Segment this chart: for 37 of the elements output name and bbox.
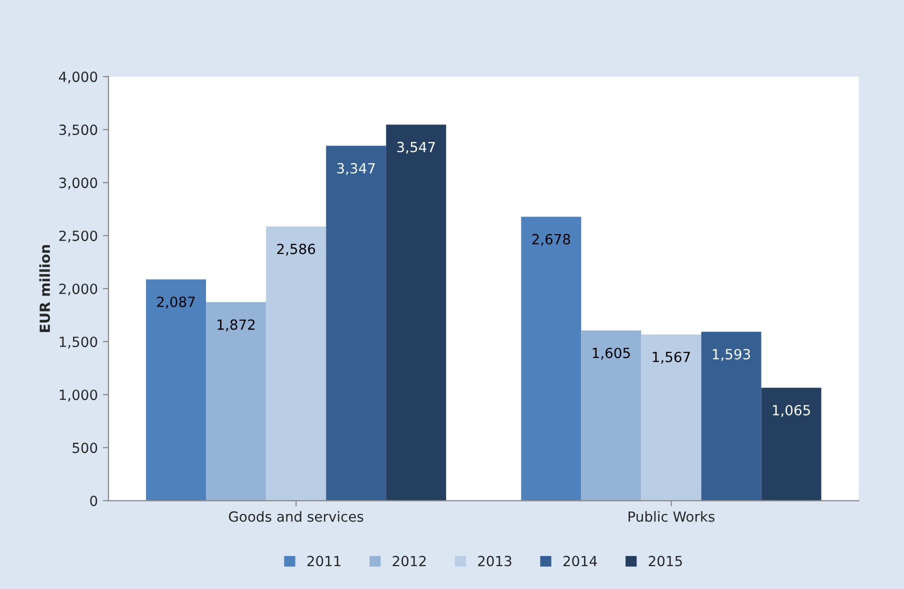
x-tick-label: Goods and services [228,511,364,522]
y-tick-label: 500 [72,442,98,454]
bar [521,216,582,501]
x-tick-label: Public Works [628,511,715,522]
bar [146,279,206,501]
bar [206,302,266,501]
data-label: 1,593 [712,348,750,361]
data-label: 2,586 [277,244,316,256]
y-tick-label: 0 [90,496,98,506]
legend-label: 2014 [563,556,597,566]
y-tick-label: 1,000 [60,390,98,402]
data-label: 1,872 [218,319,255,332]
data-label: 2,678 [532,234,570,246]
data-label: 3,347 [337,163,375,175]
bar [386,124,446,501]
bar [701,332,762,501]
y-tick-label: 2,000 [59,284,98,296]
bar [581,330,642,501]
data-label: 3,547 [397,142,435,154]
y-tick-label: 3,000 [59,178,98,190]
data-label: 1,065 [772,404,810,417]
y-tick-label: 1,500 [60,336,98,349]
legend-label: 2015 [648,556,682,566]
data-label: 1,567 [652,352,690,364]
data-label: 2,087 [157,296,195,309]
y-axis-title: EUR million [39,245,50,332]
y-tick-label: 4,000 [58,72,98,84]
data-label: 1,605 [592,348,630,360]
bar [641,334,702,501]
legend-label: 2012 [392,556,426,566]
legend-label: 2013 [478,556,512,566]
bar [326,146,386,501]
bar [761,388,822,501]
y-tick-label: 2,500 [59,230,98,242]
legend-label: 2011 [307,556,340,566]
bar [266,226,326,501]
y-tick-label: 3,500 [59,124,98,136]
